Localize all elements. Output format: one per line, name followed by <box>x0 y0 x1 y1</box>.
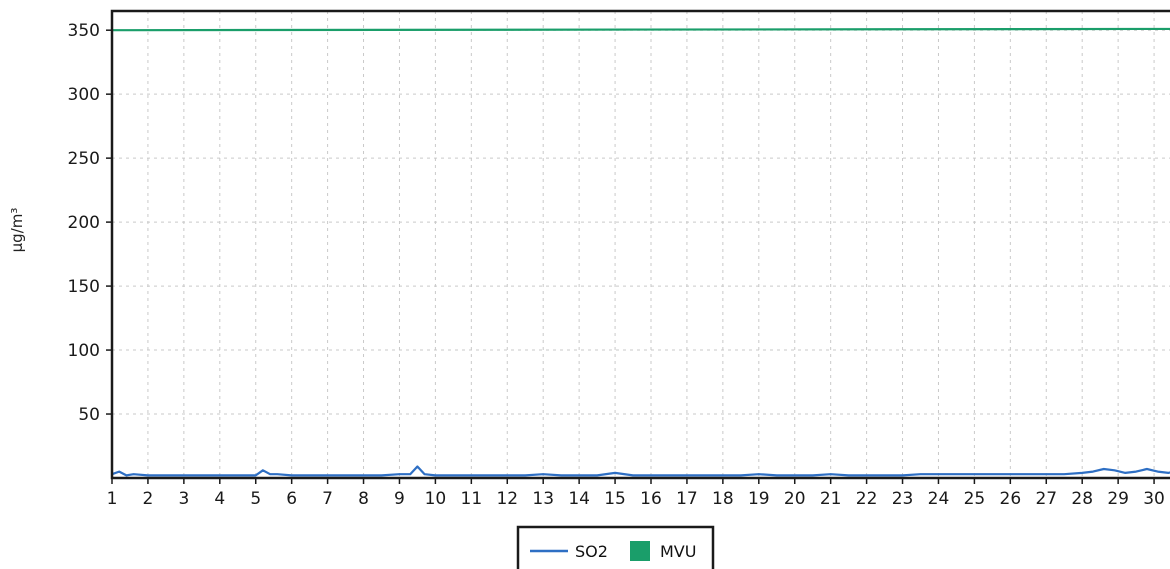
plot-frame <box>110 9 1170 480</box>
x-tick-label: 18 <box>712 489 734 509</box>
y-tick-label: 200 <box>68 213 100 233</box>
x-tick-label: 24 <box>928 489 950 509</box>
legend: SO2 MVU <box>516 525 715 569</box>
x-tick-label: 22 <box>856 489 878 509</box>
x-tick-label: 16 <box>640 489 662 509</box>
x-tick-label: 17 <box>676 489 698 509</box>
legend-swatch-mvu <box>630 541 650 561</box>
series-line-so2 <box>111 465 1170 477</box>
x-tick-label: 4 <box>214 489 225 509</box>
y-tick-label: 50 <box>78 405 100 425</box>
y-axis: 50 100 150 200 250 300 350 <box>68 21 112 425</box>
x-tick-label: 29 <box>1107 489 1129 509</box>
x-tick-label: 27 <box>1035 489 1057 509</box>
y-axis-label: µg/m³ <box>8 208 26 253</box>
series-line-mvu <box>111 27 1170 32</box>
x-tick-label: 15 <box>604 489 626 509</box>
x-tick-label: 23 <box>892 489 914 509</box>
y-tick-label: 100 <box>68 341 100 361</box>
series-layer <box>111 27 1170 477</box>
x-tick-label: 26 <box>1000 489 1022 509</box>
legend-label-so2: SO2 <box>575 542 608 561</box>
x-tick-label: 1 <box>107 489 118 509</box>
legend-label-mvu: MVU <box>660 542 696 561</box>
x-tick-label: 13 <box>532 489 554 509</box>
y-tick-label: 250 <box>68 149 100 169</box>
x-tick-label: 14 <box>568 489 590 509</box>
legend-box <box>516 525 715 569</box>
x-tick-label: 20 <box>784 489 806 509</box>
x-tick-label: 2 <box>143 489 154 509</box>
x-tick-label: 8 <box>358 489 369 509</box>
x-tick-label: 10 <box>425 489 447 509</box>
x-tick-label: 21 <box>820 489 842 509</box>
x-tick-label: 11 <box>461 489 483 509</box>
x-tick-label: 7 <box>322 489 333 509</box>
y-tick-label: 150 <box>68 277 100 297</box>
x-tick-label: 12 <box>496 489 518 509</box>
x-tick-label: 9 <box>394 489 405 509</box>
x-tick-label: 19 <box>748 489 770 509</box>
grid <box>112 11 1170 478</box>
y-tick-label: 350 <box>68 21 100 41</box>
y-tick-label: 300 <box>68 85 100 105</box>
x-tick-label: 6 <box>286 489 297 509</box>
x-tick-label: 3 <box>178 489 189 509</box>
x-axis: 1 2 3 4 5 6 7 8 9 10 11 12 13 14 15 16 17 18 19 20 21 22 23 24 2… <box>107 478 1165 509</box>
x-tick-label: 5 <box>250 489 261 509</box>
x-tick-label: 30 <box>1143 489 1165 509</box>
x-tick-label: 25 <box>964 489 986 509</box>
x-tick-label: 28 <box>1071 489 1093 509</box>
